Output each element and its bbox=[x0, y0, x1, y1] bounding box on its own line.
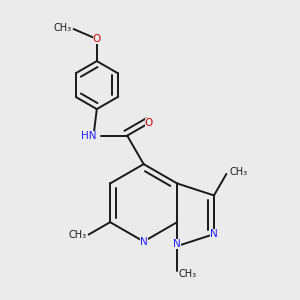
Text: CH₃: CH₃ bbox=[229, 167, 247, 177]
Text: CH₃: CH₃ bbox=[178, 269, 196, 279]
Text: N: N bbox=[210, 229, 218, 239]
Text: N: N bbox=[140, 236, 148, 247]
Text: CH₃: CH₃ bbox=[53, 23, 71, 34]
Text: CH₃: CH₃ bbox=[68, 230, 86, 240]
Text: N: N bbox=[173, 239, 181, 249]
Text: HN: HN bbox=[81, 130, 97, 141]
Text: O: O bbox=[145, 118, 153, 128]
Text: O: O bbox=[93, 34, 101, 44]
